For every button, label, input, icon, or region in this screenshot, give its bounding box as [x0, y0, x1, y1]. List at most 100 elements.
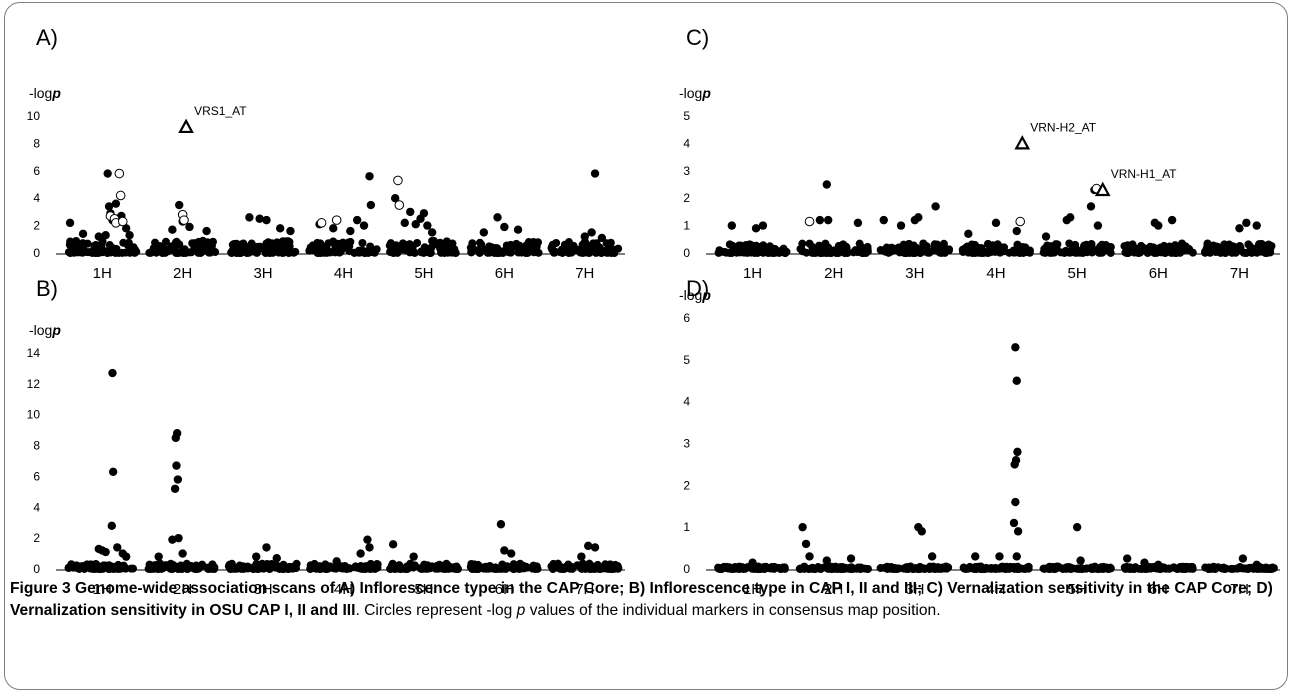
- marker-point: [1041, 232, 1051, 241]
- marker-point: [1211, 564, 1220, 573]
- marker-point: [1013, 240, 1022, 249]
- marker-point: [801, 539, 811, 549]
- marker-point: [255, 214, 264, 223]
- marker-point: [202, 226, 211, 236]
- y-tick-label: 3: [683, 164, 690, 178]
- marker-point: [1215, 244, 1224, 253]
- marker-point: [964, 229, 973, 239]
- marker-point: [479, 228, 489, 237]
- marker-point: [363, 535, 372, 544]
- y-tick-label: 6: [33, 469, 40, 483]
- marker-point: [262, 543, 271, 552]
- marker-point: [189, 563, 198, 572]
- y-tick-label: 0: [683, 562, 690, 576]
- gene-annotation-label: VRN-H1_AT: [1111, 167, 1177, 181]
- marker-point: [338, 238, 347, 247]
- marker-point: [204, 248, 213, 257]
- marker-point: [895, 248, 904, 257]
- caption-bold-text: Genome-wide association scans of A) Infl…: [10, 580, 1273, 619]
- marker-point: [173, 475, 183, 484]
- marker-point: [927, 552, 937, 561]
- marker-point: [1013, 527, 1023, 536]
- marker-point: [1074, 564, 1083, 573]
- marker-point: [549, 559, 558, 568]
- marker-point: [847, 563, 856, 572]
- x-tick-label: 3H: [905, 581, 924, 598]
- marker-point: [340, 561, 349, 570]
- marker-point: [496, 520, 506, 529]
- marker-point: [815, 215, 825, 225]
- y-tick-label: 8: [33, 136, 40, 150]
- marker-point: [1257, 245, 1266, 254]
- y-tick-label: 6: [683, 311, 690, 325]
- marker-point: [1142, 564, 1151, 573]
- marker-point: [178, 549, 187, 558]
- marker-point: [131, 245, 140, 254]
- marker-point: [1093, 564, 1102, 573]
- marker-point: [352, 215, 362, 225]
- marker-point: [1064, 563, 1073, 572]
- marker-point: [977, 564, 986, 573]
- x-tick-label: 1H: [93, 265, 112, 282]
- marker-point: [365, 543, 374, 552]
- marker-point: [101, 547, 110, 557]
- y-tick-label: 10: [27, 408, 41, 422]
- y-tick-label: 5: [683, 109, 690, 123]
- marker-point: [748, 558, 757, 567]
- marker-point: [416, 564, 425, 573]
- marker-point: [996, 563, 1005, 572]
- marker-point: [597, 233, 607, 243]
- marker-point: [1014, 564, 1023, 573]
- marker-point: [1229, 242, 1238, 251]
- marker-point: [838, 246, 847, 255]
- marker-point: [590, 543, 600, 552]
- marker-point: [1099, 246, 1108, 255]
- marker-point: [104, 202, 114, 211]
- x-tick-label: 1H: [743, 265, 762, 282]
- marker-point: [1120, 242, 1129, 251]
- marker-point: [444, 564, 453, 573]
- marker-point: [111, 199, 121, 208]
- marker-point: [356, 549, 365, 558]
- marker-point: [389, 245, 398, 254]
- x-tick-label: 6H: [1149, 265, 1168, 282]
- marker-point: [738, 563, 747, 572]
- marker-point: [837, 564, 846, 573]
- x-tick-label: 2H: [173, 581, 192, 598]
- marker-point: [286, 226, 295, 236]
- marker-point: [65, 218, 75, 228]
- marker-point: [76, 562, 85, 571]
- marker-point: [606, 564, 615, 573]
- marker-point: [506, 240, 515, 249]
- marker-point: [1140, 558, 1149, 567]
- marker-point: [1242, 218, 1251, 228]
- x-tick-label: 7H: [575, 265, 594, 282]
- marker-point: [987, 564, 996, 573]
- marker-point: [896, 221, 906, 230]
- marker-point: [564, 238, 573, 247]
- marker-point: [1105, 564, 1114, 573]
- y-axis-label-p: p: [51, 85, 61, 101]
- marker-point: [1252, 560, 1261, 570]
- gene-marker-triangle: [178, 118, 194, 134]
- marker-open-point: [331, 215, 342, 225]
- x-tick-label: 6H: [1149, 581, 1168, 598]
- marker-point: [579, 559, 588, 568]
- marker-point: [749, 248, 758, 257]
- marker-point: [764, 248, 773, 257]
- marker-point: [1235, 564, 1244, 573]
- marker-point: [1266, 243, 1275, 252]
- marker-open-point: [316, 218, 327, 228]
- marker-point: [584, 541, 593, 551]
- y-tick-label: 10: [27, 109, 41, 123]
- marker-point: [934, 245, 943, 254]
- marker-point: [823, 215, 833, 225]
- x-tick-label: 7H: [1230, 265, 1249, 282]
- x-tick-label: 6H: [495, 581, 514, 598]
- marker-point: [237, 240, 246, 249]
- marker-point: [501, 564, 510, 573]
- marker-point: [231, 247, 240, 256]
- y-axis-label-p: p: [51, 322, 61, 338]
- y-axis-label: -logp: [29, 322, 61, 338]
- marker-point: [372, 559, 381, 568]
